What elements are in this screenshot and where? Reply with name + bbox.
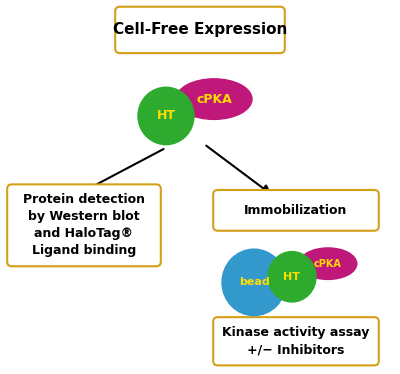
FancyBboxPatch shape (7, 184, 161, 266)
Text: Cell-Free Expression: Cell-Free Expression (113, 22, 287, 37)
FancyBboxPatch shape (213, 190, 379, 231)
Ellipse shape (176, 79, 252, 119)
FancyBboxPatch shape (115, 7, 285, 53)
Text: bead: bead (239, 278, 269, 287)
Text: HT: HT (156, 110, 176, 122)
Text: cPKA: cPKA (196, 93, 232, 105)
Ellipse shape (222, 249, 286, 316)
Text: cPKA: cPKA (314, 259, 342, 269)
Ellipse shape (138, 87, 194, 145)
Ellipse shape (268, 252, 316, 302)
Text: Kinase activity assay
+/− Inhibitors: Kinase activity assay +/− Inhibitors (222, 326, 370, 356)
FancyBboxPatch shape (213, 317, 379, 365)
Ellipse shape (299, 248, 357, 279)
Text: HT: HT (284, 272, 300, 282)
Text: Protein detection
by Western blot
and HaloTag®
Ligand binding: Protein detection by Western blot and Ha… (23, 193, 145, 257)
Text: Immobilization: Immobilization (244, 204, 348, 217)
